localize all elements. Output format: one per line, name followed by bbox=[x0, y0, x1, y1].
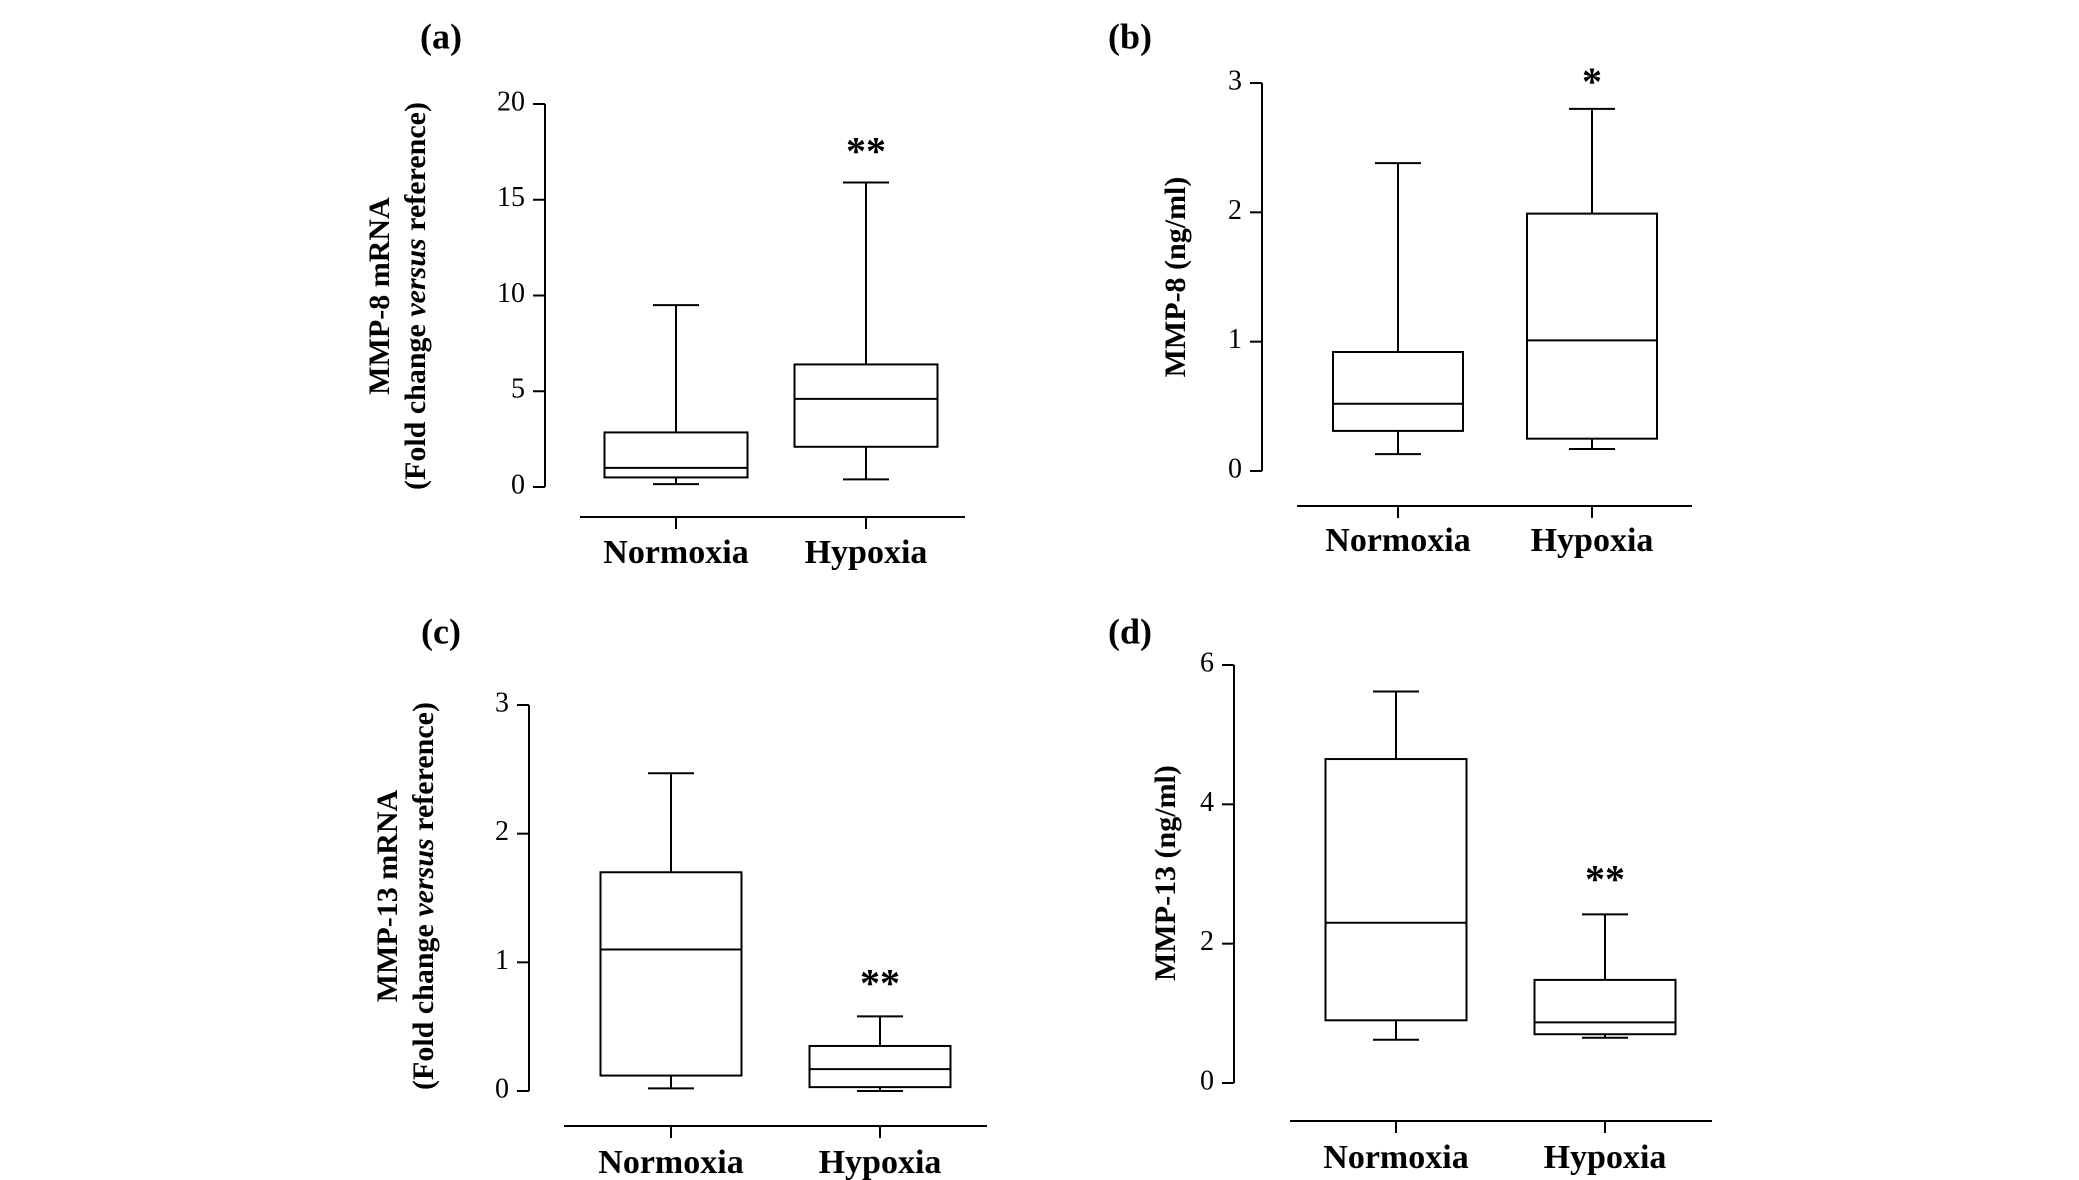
significance-marker: ** bbox=[1585, 856, 1625, 901]
y-tick-label: 1 bbox=[1228, 324, 1242, 355]
y-tick-label: 0 bbox=[495, 1073, 509, 1104]
y-tick-label: 4 bbox=[1200, 787, 1214, 818]
significance-marker: ** bbox=[846, 129, 886, 174]
y-tick-label: 3 bbox=[495, 687, 509, 718]
panel-1: (a) 0 5 10 15 20 MMP-8 mRNA(Fold change versus… bbox=[363, 16, 965, 571]
iqr-box bbox=[599, 871, 743, 1077]
y-axis-title: MMP-8 (ng/ml) bbox=[1159, 177, 1192, 378]
y-axis-title-run: versus bbox=[399, 238, 432, 316]
box-normoxia: Normoxia bbox=[1323, 690, 1469, 1176]
y-axis-title-run: reference) bbox=[407, 702, 440, 838]
y-tick-label: 0 bbox=[511, 469, 525, 500]
y-tick-label: 2 bbox=[1200, 926, 1214, 957]
panel-4: (d) 0 2 4 6 MMP-13 (ng/ml) Normoxia Hypoxia ** bbox=[1108, 611, 1712, 1176]
category-label: Normoxia bbox=[1323, 1139, 1468, 1176]
y-tick-label: 0 bbox=[1200, 1065, 1214, 1096]
iqr-box bbox=[603, 431, 749, 479]
significance-marker: * bbox=[1582, 59, 1602, 104]
iqr-box bbox=[793, 363, 939, 448]
y-tick-label: 2 bbox=[1228, 195, 1242, 226]
panel-3: (c) 0 1 2 3 MMP-13 mRNA(Fold change versus re… bbox=[371, 611, 987, 1180]
category-label: Normoxia bbox=[598, 1144, 743, 1180]
y-tick-label: 0 bbox=[1228, 453, 1242, 484]
category-label: Normoxia bbox=[603, 534, 748, 571]
category-label: Hypoxia bbox=[819, 1144, 942, 1180]
y-tick-label: 20 bbox=[497, 86, 525, 117]
iqr-box bbox=[1533, 978, 1677, 1036]
iqr-box bbox=[1526, 212, 1658, 440]
y-axis-title-run: (Fold change bbox=[399, 317, 432, 490]
iqr-box bbox=[1324, 758, 1468, 1022]
category-label: Normoxia bbox=[1325, 522, 1470, 559]
box-normoxia: Normoxia bbox=[1325, 162, 1471, 559]
y-tick-label: 5 bbox=[511, 374, 525, 405]
y-tick-label: 15 bbox=[497, 182, 525, 213]
y-axis-title-run: versus bbox=[407, 838, 440, 916]
significance-marker: ** bbox=[860, 960, 900, 1005]
y-tick-label: 2 bbox=[495, 816, 509, 847]
y-tick-label: 10 bbox=[497, 278, 525, 309]
box-hypoxia: Hypoxia ** bbox=[793, 129, 939, 571]
y-axis-title-run: MMP-13 mRNA bbox=[371, 789, 404, 1002]
box-hypoxia: Hypoxia * bbox=[1526, 59, 1658, 559]
y-tick-label: 3 bbox=[1228, 65, 1242, 96]
iqr-box bbox=[808, 1044, 952, 1089]
y-axis-title-run: (Fold change bbox=[407, 917, 440, 1090]
category-label: Hypoxia bbox=[1544, 1139, 1667, 1176]
y-axis-title-run: MMP-13 (ng/ml) bbox=[1149, 765, 1182, 981]
iqr-box bbox=[1332, 351, 1464, 432]
box-hypoxia: Hypoxia ** bbox=[1533, 856, 1677, 1176]
y-tick-label: 1 bbox=[495, 945, 509, 976]
box-normoxia: Normoxia bbox=[598, 772, 744, 1180]
panel-2: (b) 0 1 2 3 MMP-8 (ng/ml) Normoxia Hypoxia * bbox=[1108, 16, 1692, 559]
panel-letter: (d) bbox=[1108, 611, 1152, 651]
y-tick-label: 6 bbox=[1200, 647, 1214, 678]
box-hypoxia: Hypoxia ** bbox=[808, 960, 952, 1180]
y-axis-title: MMP-13 (ng/ml) bbox=[1149, 765, 1182, 981]
y-axis-title: MMP-13 mRNA(Fold change versus reference… bbox=[371, 702, 440, 1090]
y-axis-title-run: MMP-8 (ng/ml) bbox=[1159, 177, 1192, 378]
y-axis-title-run: reference) bbox=[399, 102, 432, 238]
panel-letter: (c) bbox=[421, 611, 461, 651]
y-axis-title: MMP-8 mRNA(Fold change versus reference) bbox=[363, 102, 432, 490]
box-normoxia: Normoxia bbox=[603, 304, 749, 571]
category-label: Hypoxia bbox=[1531, 522, 1654, 559]
category-label: Hypoxia bbox=[805, 534, 928, 571]
panel-letter: (a) bbox=[420, 16, 462, 56]
y-axis-title-run: MMP-8 mRNA bbox=[363, 197, 396, 395]
panel-letter: (b) bbox=[1108, 16, 1152, 56]
